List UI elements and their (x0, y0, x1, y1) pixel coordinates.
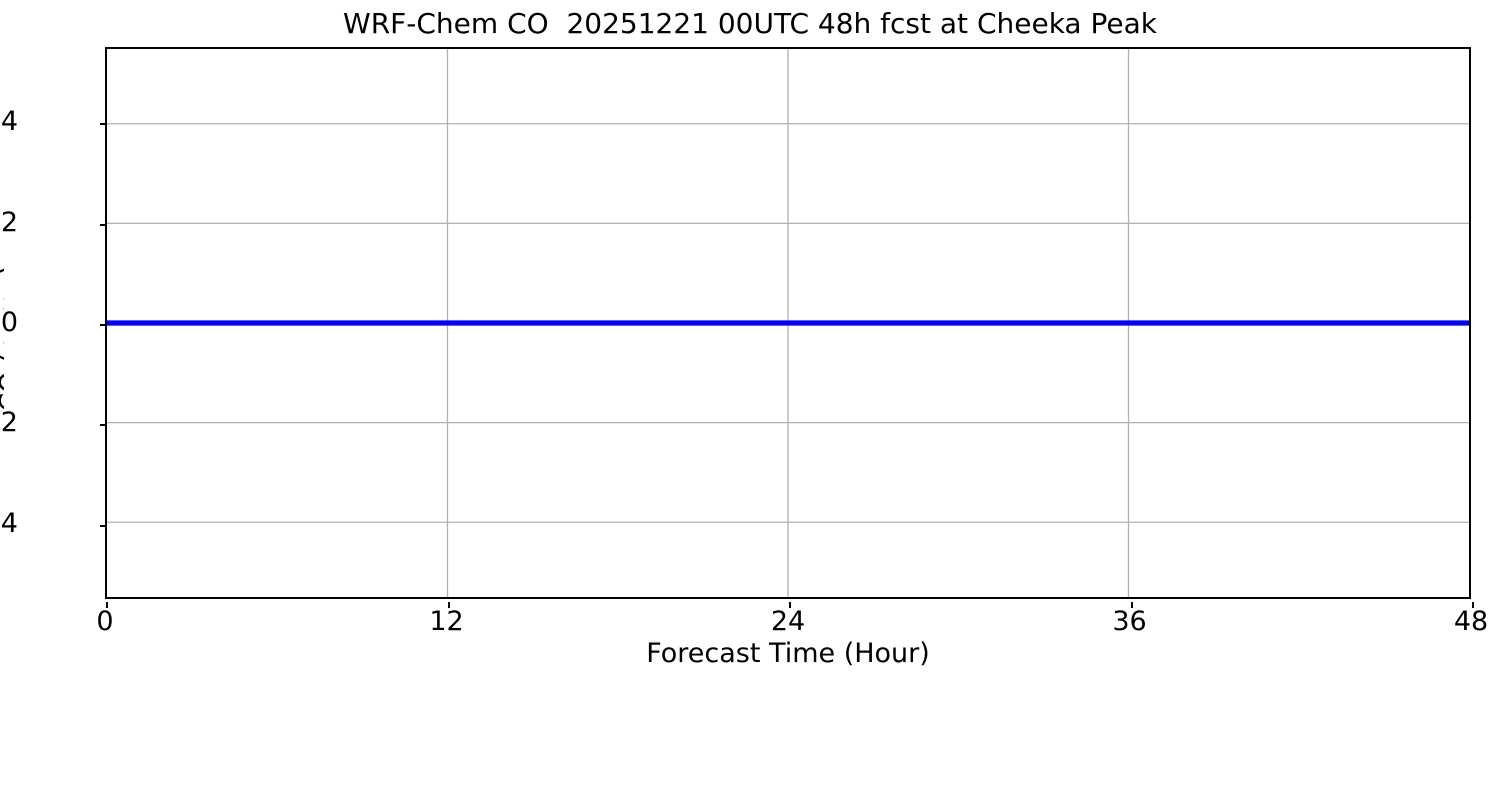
y-axis-label-clip: CO (ppmv) (0, 0, 4, 800)
plot-area (100, 47, 1474, 608)
y-tick-mark (100, 524, 106, 527)
y-tick-mark (100, 324, 106, 326)
y-tick-mark (100, 223, 106, 226)
x-tick-mark (447, 602, 450, 608)
y-tick-label: 0.00 (0, 307, 18, 338)
y-tick-label: −0.02 (0, 407, 18, 439)
y-tick-mark (100, 123, 106, 126)
x-tick-mark (106, 602, 108, 608)
x-tick-mark (1130, 602, 1133, 608)
y-tick-label: 0.04 (0, 106, 18, 138)
x-tick-mark (1472, 602, 1474, 608)
x-tick-label: 48 (1453, 606, 1489, 637)
y-tick-label: −0.04 (0, 507, 18, 539)
y-axis-label: CO (ppmv) (0, 265, 4, 412)
y-tick-label: 0.02 (0, 206, 18, 238)
x-tick-label: 12 (429, 606, 464, 637)
data-series-layer (107, 320, 1469, 326)
y-tick-mark (100, 424, 106, 427)
chart-title: WRF-Chem CO 20251221 00UTC 48h fcst at C… (343, 7, 1157, 40)
x-axis-label: Forecast Time (Hour) (646, 638, 930, 669)
x-tick-label: 36 (1112, 606, 1147, 637)
x-tick-label: 0 (96, 606, 114, 637)
x-tick-mark (789, 602, 791, 608)
x-tick-label: 24 (770, 606, 806, 637)
